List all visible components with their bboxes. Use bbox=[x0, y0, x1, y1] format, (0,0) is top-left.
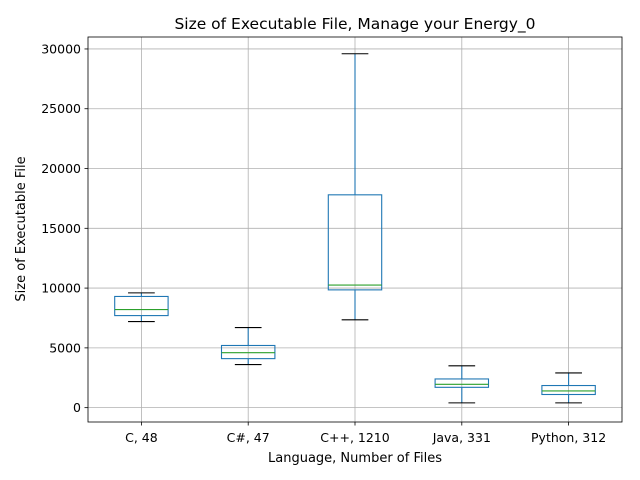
y-tick-label: 15000 bbox=[41, 221, 81, 236]
y-tick-label: 25000 bbox=[41, 101, 81, 116]
box-plot-2 bbox=[220, 326, 276, 366]
x-tick-label: C++, 1210 bbox=[320, 430, 389, 445]
box-iqr bbox=[220, 344, 276, 360]
box-plot-1 bbox=[114, 292, 169, 323]
y-tick-label: 0 bbox=[73, 400, 81, 415]
y-axis-label: Size of Executable File bbox=[14, 156, 29, 301]
y-tick-label: 20000 bbox=[41, 161, 81, 176]
box-iqr bbox=[434, 378, 490, 388]
boxes bbox=[114, 53, 596, 404]
box-iqr bbox=[327, 194, 383, 291]
x-tick-label: C#, 47 bbox=[227, 430, 270, 445]
x-axis-label: Language, Number of Files bbox=[268, 451, 442, 466]
box-iqr bbox=[114, 295, 169, 317]
grid bbox=[88, 37, 622, 422]
y-tick-label: 30000 bbox=[41, 41, 81, 56]
box-plot-4 bbox=[434, 365, 490, 404]
x-tick-label: Java, 331 bbox=[432, 430, 491, 445]
box-iqr bbox=[541, 384, 596, 396]
y-tick-label: 10000 bbox=[41, 281, 81, 296]
ticks: 0 5000 10000 15000 20000 25000 30000 C, 48 C#, 4… bbox=[41, 41, 606, 445]
x-tick-label: Python, 312 bbox=[531, 430, 606, 445]
x-tick-label: C, 48 bbox=[125, 430, 158, 445]
y-tick-label: 5000 bbox=[49, 340, 81, 355]
box-plot-5 bbox=[541, 372, 596, 404]
chart-title: Size of Executable File, Manage your Ene… bbox=[174, 15, 535, 34]
box-plot-3 bbox=[327, 53, 383, 321]
